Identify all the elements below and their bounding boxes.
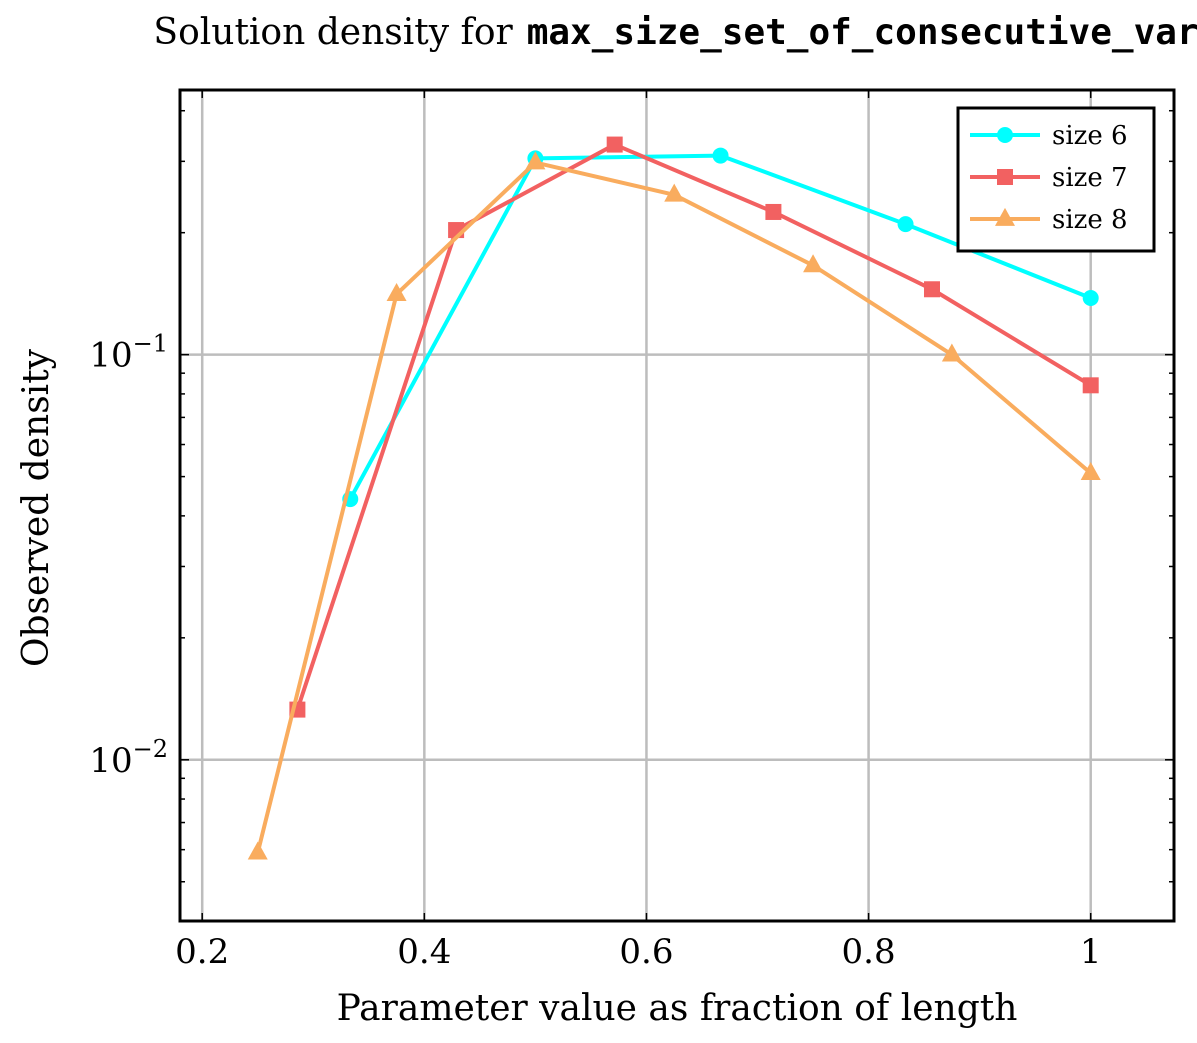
y-tick-label: 10−2 (89, 735, 168, 781)
data-point (1082, 289, 1099, 306)
plot-frame (178, 88, 1176, 923)
y-axis-label: Observed density (16, 348, 57, 667)
data-point (247, 841, 268, 860)
x-tick-label: 0.8 (842, 932, 896, 972)
data-point (941, 343, 962, 362)
legend-item: size 8 (970, 205, 1128, 235)
legend-label: size 7 (1052, 163, 1128, 193)
x-tick-labels: 0.2 0.4 0.6 0.8 1 (175, 932, 1101, 972)
y-tick-exponent: −1 (133, 330, 168, 358)
y-tick-exponent: −2 (133, 735, 168, 763)
data-point (525, 151, 546, 170)
data-point (386, 283, 407, 302)
x-tick-label: 0.2 (175, 932, 229, 972)
series-size-7 (289, 136, 1099, 718)
data-point (606, 136, 623, 153)
data-point (765, 203, 782, 220)
y-tick-base: 10 (89, 741, 132, 781)
y-tick-label: 10−1 (89, 330, 168, 376)
legend-box (956, 106, 1156, 253)
legend-swatch-marker (995, 207, 1015, 226)
data-point (923, 281, 940, 298)
series-size-8 (247, 151, 1101, 860)
legend-item: size 7 (970, 163, 1128, 193)
data-point (664, 183, 685, 202)
legend-item: size 6 (970, 121, 1128, 151)
series-line (295, 142, 1092, 711)
chart-title-code: max_size_set_of_consecutive_var (527, 12, 1197, 53)
legend: size 6 size 7 size 8 (956, 106, 1156, 253)
data-point (1082, 377, 1099, 394)
data-point (1080, 461, 1101, 480)
legend-swatch-marker (997, 127, 1013, 143)
data-point (712, 147, 729, 164)
legend-swatch-marker (997, 169, 1013, 185)
x-tick-label: 0.4 (397, 932, 451, 972)
y-tick-labels: 10−210−1 (89, 330, 168, 781)
data-point (803, 254, 824, 273)
legend-label: size 6 (1052, 121, 1128, 151)
legend-label: size 8 (1052, 205, 1128, 235)
data-point (897, 216, 914, 233)
x-tick-label: 1 (1080, 932, 1102, 972)
y-tick-base: 10 (89, 336, 132, 376)
series-line (255, 160, 1093, 854)
x-axis-label: Parameter value as fraction of length (337, 988, 1018, 1029)
series-layer (247, 136, 1101, 860)
x-tick-label: 0.6 (619, 932, 673, 972)
chart-title-prefix: Solution density for (153, 12, 513, 53)
chart-title: Solution density for max_size_set_of_cons… (153, 12, 1197, 53)
